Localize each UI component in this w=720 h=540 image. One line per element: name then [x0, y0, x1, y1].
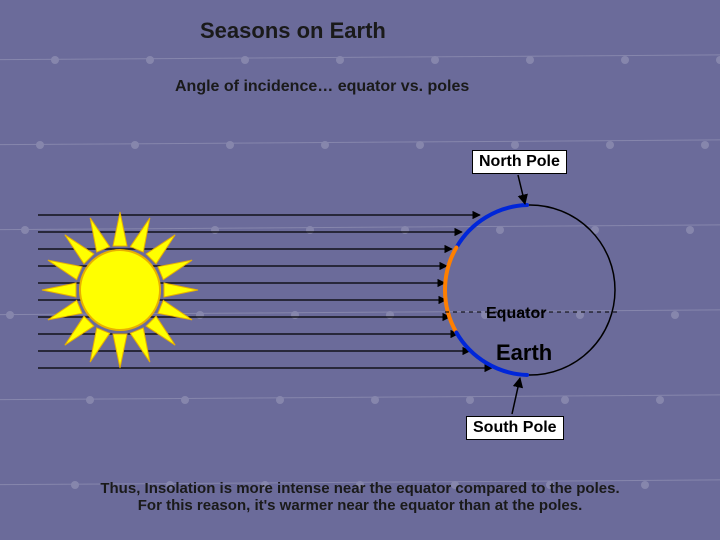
footer-text: Thus, Insolation is more intense near th… [0, 480, 720, 514]
slide-stage: Seasons on Earth Angle of incidence… equ… [0, 0, 720, 540]
footer-line2: For this reason, it's warmer near the eq… [138, 497, 583, 514]
slide-subtitle: Angle of incidence… equator vs. poles [175, 78, 469, 96]
slide-title: Seasons on Earth [200, 18, 386, 44]
pole-arrows [512, 175, 525, 414]
footer-line1: Thus, Insolation is more intense near th… [100, 480, 619, 497]
equator-label: Equator [486, 305, 546, 323]
south-pole-label: South Pole [466, 416, 564, 440]
sun-icon [42, 212, 198, 368]
north-pole-label: North Pole [472, 150, 567, 174]
earth-label: Earth [496, 340, 552, 366]
